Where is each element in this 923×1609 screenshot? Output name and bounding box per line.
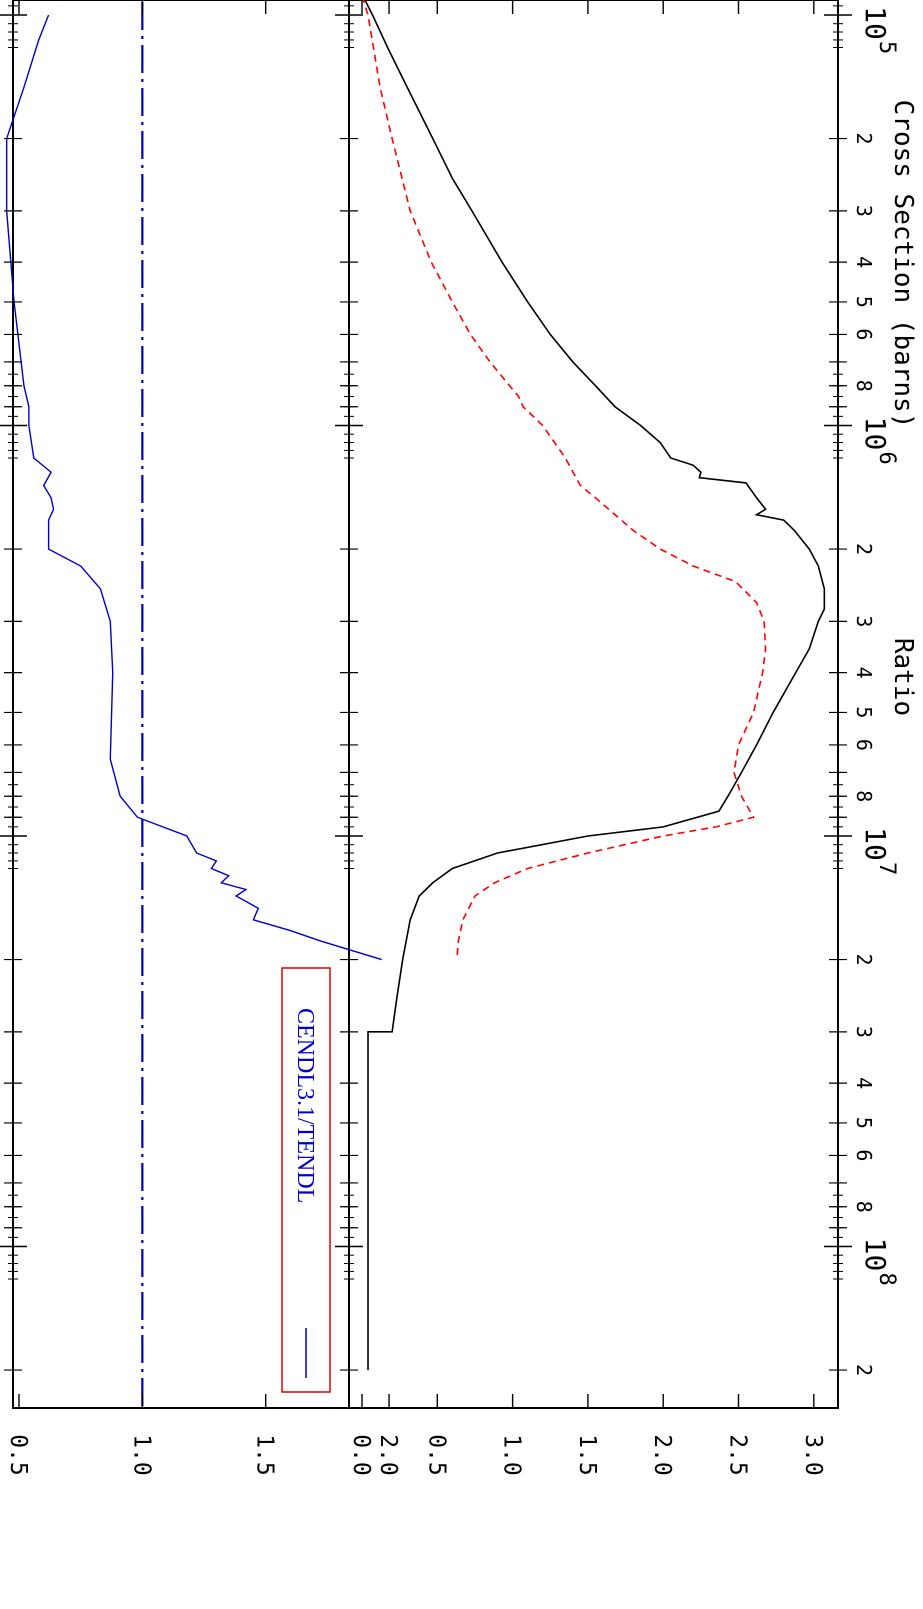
x-minor-tick-label: 5 — [852, 296, 876, 308]
bottom-y-axis-title: Ratio — [888, 638, 918, 716]
x-minor-tick-label-top: 2 — [852, 1364, 876, 1376]
x-minor-tick-label: 5 — [852, 706, 876, 718]
legend-entry-label: CENDL3.1/TENDL — [292, 1008, 318, 1203]
x-minor-tick-label: 8 — [852, 1201, 876, 1213]
top-panel-series — [361, 0, 826, 1371]
bottom-y-tick-label: 1.0 — [128, 1434, 154, 1476]
x-minor-tick-label: 4 — [852, 256, 876, 268]
x-minor-tick-label: 4 — [852, 1077, 876, 1089]
top-y-tick-label: 0.5 — [423, 1434, 449, 1476]
top-y-tick-label: 3.0 — [800, 1434, 826, 1476]
legend-box — [281, 967, 331, 1393]
x-major-tick-label: 10 — [859, 6, 892, 40]
x-major-tick-exponent: 5 — [874, 41, 899, 54]
x-minor-tick-label: 3 — [852, 1026, 876, 1038]
top-y-tick-label: 2.0 — [649, 1434, 675, 1476]
plot-frames — [12, 0, 839, 1409]
bottom-panel-series — [5, 2, 382, 1406]
bottom-y-tick-label: 2.0 — [375, 1434, 401, 1476]
top-y-tick-label: 1.5 — [574, 1434, 600, 1476]
x-minor-tick-label: 8 — [852, 790, 876, 802]
x-minor-tick-label: 6 — [852, 1149, 876, 1161]
bottom-panel-frame — [12, 0, 350, 1409]
x-minor-tick-label: 2 — [852, 543, 876, 555]
x-major-tick-label: 10 — [859, 417, 892, 451]
ratio-series-line-0 — [5, 14, 382, 961]
screen-labels: 0.0 0.5 1.0 1.5 2.0 2.5 3.00.5 1.0 1.5 2.01051061… — [5, 6, 899, 1476]
x-major-tick-label: 10 — [859, 827, 892, 861]
axis-ticks — [0, 0, 852, 1408]
x-minor-tick-label: 6 — [852, 328, 876, 340]
top-series-line-1 — [361, 0, 767, 960]
x-major-tick-exponent: 7 — [874, 862, 899, 875]
top-y-tick-label: 2.5 — [725, 1434, 751, 1476]
top-series-line-0 — [364, 0, 826, 1371]
rotated-plot-area: CENDL3.1/TENDL — [0, 0, 852, 1409]
top-y-axis-title: Cross Section (barns) — [888, 100, 918, 429]
x-minor-tick-label: 2 — [852, 133, 876, 145]
top-y-tick-label: 0.0 — [348, 1434, 374, 1476]
bottom-y-tick-label: 0.5 — [5, 1434, 31, 1476]
x-minor-tick-label: 2 — [852, 954, 876, 966]
top-y-tick-label: 1.0 — [499, 1434, 525, 1476]
x-minor-tick-label: 6 — [852, 739, 876, 751]
x-minor-tick-label: 3 — [852, 205, 876, 217]
x-minor-tick-label: 5 — [852, 1117, 876, 1129]
top-panel-frame — [348, 0, 839, 1409]
bottom-y-tick-label: 1.5 — [252, 1434, 278, 1476]
x-major-tick-exponent: 8 — [874, 1273, 899, 1286]
legend: CENDL3.1/TENDL — [281, 967, 331, 1393]
x-minor-tick-label: 8 — [852, 380, 876, 392]
x-minor-tick-label: 4 — [852, 667, 876, 679]
x-major-tick-exponent: 6 — [874, 452, 899, 465]
x-minor-tick-label: 3 — [852, 615, 876, 627]
x-major-tick-label: 10 — [859, 1238, 892, 1272]
